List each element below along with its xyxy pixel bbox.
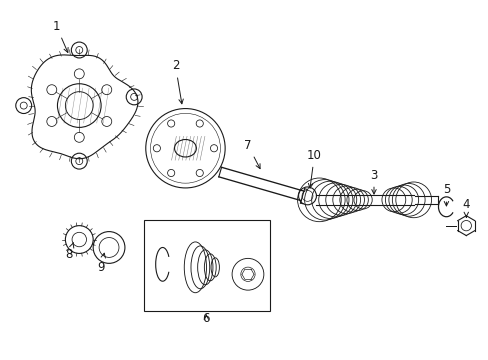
Text: 7: 7 [244, 139, 260, 168]
Text: 8: 8 [65, 243, 74, 261]
Text: 10: 10 [306, 149, 321, 188]
Text: 1: 1 [53, 20, 68, 53]
Text: 4: 4 [462, 198, 469, 217]
Text: 9: 9 [97, 253, 105, 274]
Text: 3: 3 [369, 168, 377, 194]
Text: 5: 5 [442, 184, 449, 206]
Text: 2: 2 [171, 59, 183, 104]
Bar [143, 220, 269, 311]
Text: 6: 6 [202, 312, 210, 325]
